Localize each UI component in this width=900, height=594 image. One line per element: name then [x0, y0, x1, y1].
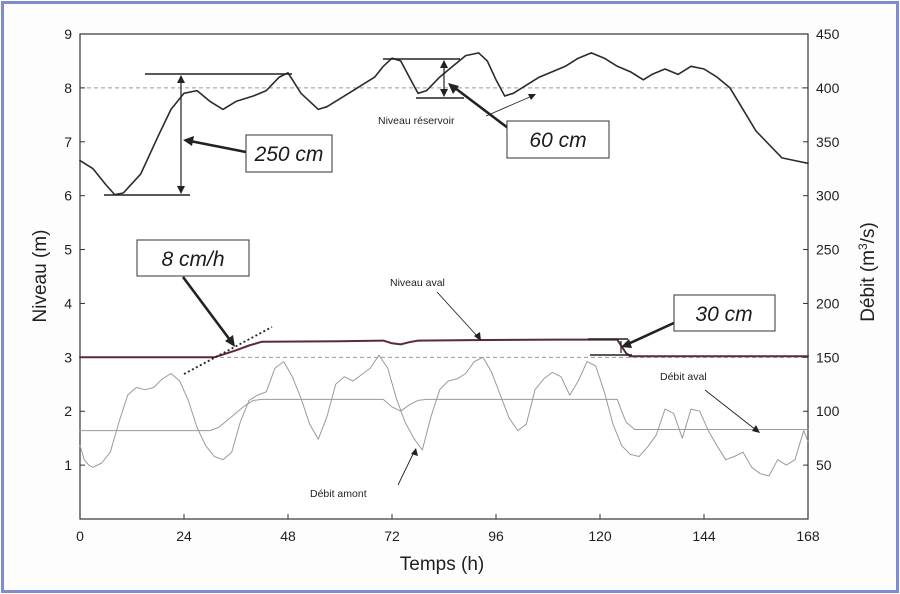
- x-tick-label: 72: [384, 528, 400, 544]
- y2-axis-title-superscript: 3: [856, 243, 870, 250]
- callout-box: [673, 294, 776, 332]
- y2-tick-label: 100: [816, 403, 840, 419]
- label-niveau-aval: Niveau aval: [390, 277, 445, 289]
- callout-8cmh-text: 8 cm/h: [161, 248, 224, 271]
- callout-60cm: 60 cm: [506, 120, 610, 159]
- y-tick-label: 1: [64, 457, 72, 473]
- arrowhead-icon: [621, 339, 632, 348]
- arrowhead-icon: [528, 94, 536, 100]
- x-tick-label: 96: [488, 528, 504, 544]
- x-tick-label: 120: [588, 528, 612, 544]
- leader-8cmh: [181, 276, 232, 341]
- arrowhead-icon: [474, 332, 481, 341]
- callout-box: [506, 120, 610, 159]
- arrowhead-icon: [177, 186, 185, 194]
- y-tick-label: 9: [64, 26, 72, 42]
- y-tick-label: 6: [64, 188, 72, 204]
- leader-30: [627, 320, 677, 346]
- arrowhead-icon: [177, 75, 185, 83]
- label-debit-aval: Débit aval: [660, 371, 707, 383]
- callout-8cmh: 8 cm/h: [136, 239, 250, 277]
- label-debit-amont: Débit amont: [310, 488, 367, 500]
- leader-niveau-aval: [436, 291, 479, 338]
- arrowhead-icon: [183, 136, 194, 146]
- y2-tick-label: 300: [816, 188, 840, 204]
- leader-250: [189, 139, 247, 154]
- callout-250cm-text: 250 cm: [254, 143, 324, 166]
- annotation-markers: [104, 58, 760, 486]
- y2-tick-label: 350: [816, 134, 840, 150]
- x-tick-label: 168: [796, 528, 820, 544]
- y-axis-title: Niveau (m): [30, 230, 51, 323]
- arrowhead-icon: [411, 448, 418, 456]
- arrowhead-icon: [448, 83, 459, 94]
- y2-tick-label: 50: [816, 457, 832, 473]
- x-tick-label: 24: [176, 528, 192, 544]
- leader-debit-amont: [397, 451, 415, 486]
- y2-tick-label: 250: [816, 242, 840, 258]
- arrowhead-icon: [440, 60, 448, 68]
- arrowhead-icon: [440, 89, 448, 97]
- y-tick-label: 5: [64, 242, 72, 258]
- y2-tick-label: 450: [816, 26, 840, 42]
- callout-30cm: 30 cm: [673, 294, 776, 332]
- arrowhead-icon: [752, 425, 760, 433]
- leader-debit-aval: [704, 389, 757, 431]
- y2-tick-label: 200: [816, 295, 840, 311]
- callout-box: [245, 134, 333, 173]
- series-debit-aval: [79, 398, 809, 432]
- y2-axis-title-end: /s): [858, 222, 879, 243]
- callout-box: [136, 239, 250, 277]
- y-tick-label: 8: [64, 80, 72, 96]
- y2-axis-title-main: Débit (m: [858, 250, 879, 322]
- y2-axis-title: Débit (m3/s): [856, 222, 879, 322]
- y2-tick-label: 150: [816, 349, 840, 365]
- leader-60: [454, 86, 509, 130]
- leader-niveau-reservoir: [485, 95, 533, 117]
- callout-250cm: 250 cm: [245, 134, 333, 173]
- slope-dotted-line: [183, 326, 273, 375]
- label-niveau-reservoir: Niveau réservoir: [378, 115, 455, 127]
- y-tick-label: 4: [64, 295, 72, 311]
- x-tick-label: 48: [280, 528, 296, 544]
- y-tick-label: 3: [64, 349, 72, 365]
- tick-labels: 0 24 48 72 96 120 144 168 1 2 3 4 5 6 7 8 9 50 100 150 200 25…: [64, 26, 839, 544]
- x-tick-label: 0: [76, 528, 84, 544]
- y2-tick-label: 400: [816, 80, 840, 96]
- y-tick-label: 2: [64, 403, 72, 419]
- series-debit-amont: [79, 354, 809, 477]
- arrowhead-icon: [225, 335, 235, 347]
- x-tick-label: 144: [692, 528, 716, 544]
- callout-60cm-text: 60 cm: [529, 129, 586, 152]
- callout-30cm-text: 30 cm: [695, 303, 752, 326]
- y-tick-label: 7: [64, 134, 72, 150]
- series-niveau-reservoir: [79, 52, 809, 196]
- x-axis-title: Temps (h): [400, 554, 484, 575]
